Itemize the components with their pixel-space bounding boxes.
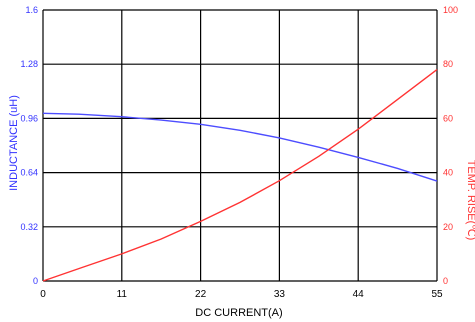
x-tick-label: 33 bbox=[274, 289, 286, 300]
x-tick-label: 22 bbox=[195, 289, 207, 300]
x-tick-label: 11 bbox=[117, 289, 128, 300]
y-left-tick-label: 1.28 bbox=[20, 59, 38, 69]
series-layer bbox=[42, 69, 438, 282]
temp-rise-curve bbox=[42, 69, 438, 282]
x-tick-label: 55 bbox=[431, 289, 443, 300]
x-tick-label: 0 bbox=[40, 289, 46, 300]
y-left-tick-label: 0.32 bbox=[20, 222, 38, 232]
y-right-tick-labels: 0 20 40 60 80 100 bbox=[443, 5, 458, 286]
y-left-tick-label: 0.64 bbox=[20, 168, 38, 178]
y-right-tick-label: 40 bbox=[443, 168, 453, 178]
y-right-tick-label: 20 bbox=[443, 222, 453, 232]
y-right-axis-label: TEMP. RISE(℃) bbox=[465, 160, 475, 241]
grid bbox=[42, 9, 438, 282]
y-left-tick-label: 0 bbox=[33, 276, 38, 286]
y-right-tick-label: 60 bbox=[443, 113, 453, 123]
y-right-tick-label: 0 bbox=[443, 276, 448, 286]
y-left-tick-label: 0.96 bbox=[20, 113, 38, 123]
y-right-tick-label: 80 bbox=[443, 59, 453, 69]
y-right-tick-label: 100 bbox=[443, 5, 458, 15]
y-left-axis-label: INDUCTANCE (uH) bbox=[8, 95, 20, 191]
x-tick-labels: 0 11 22 33 44 55 bbox=[40, 289, 443, 300]
y-left-tick-labels: 0 0.32 0.64 0.96 1.28 1.6 bbox=[20, 5, 38, 286]
y-left-tick-label: 1.6 bbox=[25, 5, 38, 15]
inductance-curve bbox=[42, 112, 438, 182]
x-tick-label: 44 bbox=[353, 289, 365, 300]
x-axis-label: DC CURRENT(A) bbox=[195, 307, 282, 319]
